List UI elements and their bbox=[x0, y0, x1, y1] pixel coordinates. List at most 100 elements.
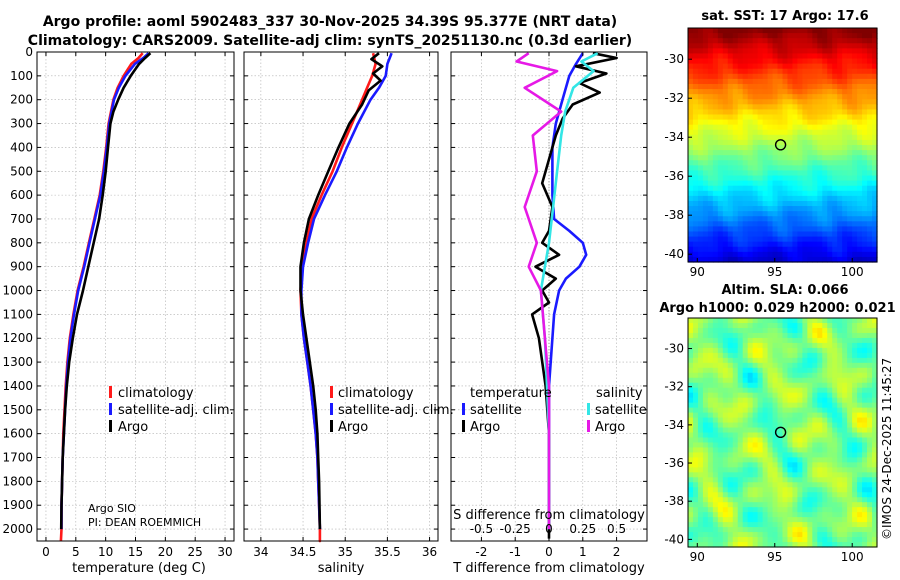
map-cell bbox=[767, 477, 774, 483]
map-cell bbox=[717, 327, 724, 334]
map-cell bbox=[827, 200, 833, 207]
map-cell bbox=[852, 382, 858, 389]
map-cell bbox=[872, 452, 878, 458]
map-cell bbox=[752, 236, 759, 243]
map-cell bbox=[857, 43, 863, 49]
map-cell bbox=[697, 452, 704, 458]
map-cell bbox=[837, 211, 843, 217]
map-cell bbox=[847, 497, 853, 503]
map-cell bbox=[842, 407, 848, 414]
map-cell bbox=[702, 437, 709, 444]
map-cell bbox=[792, 104, 799, 110]
map-cell bbox=[867, 28, 873, 34]
map-cell bbox=[757, 139, 764, 146]
map-cell bbox=[712, 402, 719, 409]
map-cell bbox=[727, 502, 734, 508]
map-cell bbox=[872, 472, 878, 478]
map-cell bbox=[707, 165, 714, 172]
xtick-label: 1 bbox=[579, 545, 587, 559]
map-cell bbox=[867, 432, 873, 439]
map-cell bbox=[797, 129, 803, 136]
map-cell bbox=[772, 327, 779, 334]
map-cell bbox=[727, 467, 734, 473]
map-cell bbox=[787, 190, 794, 197]
map-cell bbox=[697, 139, 704, 146]
map-cell bbox=[837, 357, 843, 364]
map-cell bbox=[737, 492, 744, 498]
map-cell bbox=[837, 83, 843, 90]
map-cell bbox=[782, 337, 789, 344]
map-cell bbox=[707, 342, 714, 349]
map-cell bbox=[707, 114, 714, 121]
map-cell bbox=[792, 472, 799, 478]
map-cell bbox=[742, 129, 749, 136]
map-cell bbox=[847, 512, 853, 518]
map-cell bbox=[692, 532, 699, 538]
map-cell bbox=[837, 33, 843, 39]
map-cell bbox=[752, 89, 759, 95]
map-cell bbox=[822, 180, 828, 187]
satellite-line bbox=[300, 52, 393, 530]
map-cell bbox=[832, 318, 838, 324]
map-cell bbox=[762, 492, 769, 498]
map-cell bbox=[792, 442, 799, 449]
map-cell bbox=[717, 221, 724, 227]
map-cell bbox=[767, 160, 774, 166]
map-cell bbox=[762, 542, 769, 548]
map-cell bbox=[817, 216, 823, 222]
map-cell bbox=[802, 487, 808, 493]
map-cell bbox=[817, 452, 823, 458]
map-cell bbox=[762, 236, 769, 243]
map-cell bbox=[692, 38, 699, 44]
map-cell bbox=[697, 457, 704, 463]
map-cell bbox=[727, 412, 734, 419]
map-cell bbox=[727, 362, 734, 369]
map-cell bbox=[717, 119, 724, 126]
map-cell bbox=[757, 407, 764, 414]
map-cell bbox=[727, 236, 734, 243]
map-cell bbox=[822, 517, 828, 523]
map-cell bbox=[688, 382, 694, 389]
map-ytick-label: -36 bbox=[664, 169, 684, 183]
map-cell bbox=[732, 175, 739, 182]
ytick-label: 1600 bbox=[2, 427, 33, 441]
map-cell bbox=[717, 28, 724, 34]
map-cell bbox=[787, 422, 794, 429]
map-cell bbox=[812, 502, 818, 508]
map-cell bbox=[747, 206, 754, 212]
map-cell bbox=[737, 497, 744, 503]
map-cell bbox=[712, 377, 719, 384]
map-cell bbox=[717, 357, 724, 364]
map-cell bbox=[688, 497, 694, 503]
map-cell bbox=[688, 109, 694, 116]
map-cell bbox=[802, 322, 808, 329]
map-cell bbox=[862, 442, 868, 449]
map-cell bbox=[857, 53, 863, 60]
map-cell bbox=[852, 33, 858, 39]
map-cell bbox=[842, 332, 848, 339]
map-cell bbox=[787, 362, 794, 369]
map-cell bbox=[767, 58, 774, 65]
map-cell bbox=[717, 43, 724, 49]
map-cell bbox=[837, 412, 843, 419]
map-cell bbox=[697, 73, 704, 80]
map-cell bbox=[802, 114, 808, 121]
map-cell bbox=[862, 397, 868, 404]
map-cell bbox=[867, 63, 873, 70]
map-cell bbox=[807, 48, 813, 55]
map-cell bbox=[757, 452, 764, 458]
map-cell bbox=[797, 63, 803, 70]
map-cell bbox=[732, 347, 739, 354]
map-cell bbox=[827, 28, 833, 34]
map-cell bbox=[787, 507, 794, 513]
map-cell bbox=[842, 318, 848, 324]
map-cell bbox=[802, 457, 808, 463]
map-cell bbox=[697, 512, 704, 518]
map-cell bbox=[752, 452, 759, 458]
map-cell bbox=[702, 517, 709, 523]
map-cell bbox=[872, 532, 878, 538]
map-cell bbox=[792, 231, 799, 238]
map-cell bbox=[807, 180, 813, 187]
map-cell bbox=[857, 402, 863, 409]
map-cell bbox=[712, 170, 719, 177]
